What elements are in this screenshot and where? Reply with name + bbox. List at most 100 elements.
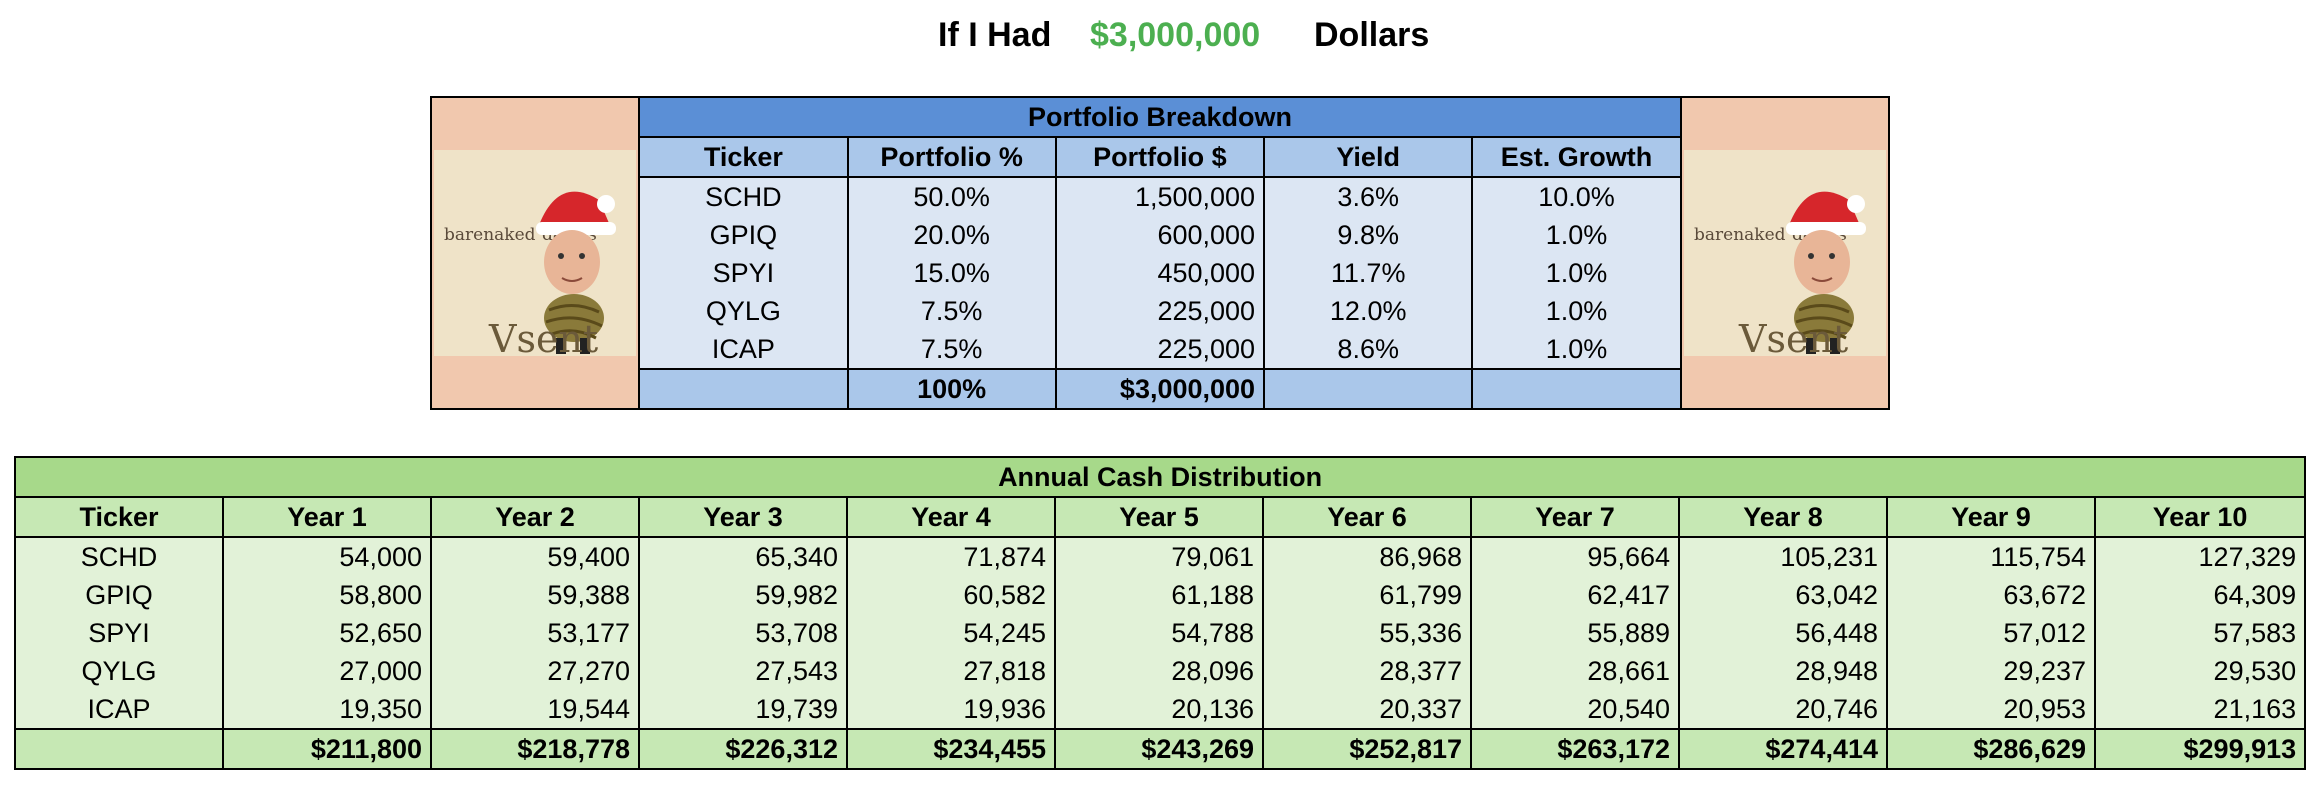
ticker-cell: QYLG (638, 292, 849, 330)
year-total: $234,455 (846, 728, 1056, 770)
portfolio-breakdown-table: barenaked davies Vsent Portfolio Breakdo… (429, 96, 1891, 410)
year-value: 57,583 (2093, 614, 2307, 652)
total-cell (638, 368, 849, 410)
amount-cell: 225,000 (1054, 292, 1266, 330)
col-header: Ticker (14, 496, 224, 538)
amount-cell: 1,500,000 (1054, 177, 1266, 216)
table-row: QYLG 27,000 27,270 27,543 27,818 28,096 … (14, 652, 2307, 690)
table-row: QYLG 7.5% 225,000 12.0% 1.0% (431, 292, 1889, 330)
totals-row: 100% $3,000,000 (431, 368, 1889, 410)
col-header: Year 5 (1054, 496, 1264, 538)
year-total: $226,312 (638, 728, 848, 770)
year-value: 27,000 (222, 652, 432, 690)
total-cell (14, 728, 224, 770)
year-value: 56,448 (1678, 614, 1888, 652)
amount-cell: 600,000 (1054, 216, 1266, 254)
year-value: 127,329 (2093, 537, 2307, 576)
table-row: SPYI 52,650 53,177 53,708 54,245 54,788 … (14, 614, 2307, 652)
svg-text:barenaked: barenaked (444, 225, 536, 245)
col-header: Est. Growth (1471, 136, 1682, 178)
growth-cell: 10.0% (1471, 177, 1682, 216)
percent-cell: 7.5% (846, 330, 1057, 369)
year-value: 28,661 (1470, 652, 1680, 690)
year-value: 55,889 (1470, 614, 1680, 652)
growth-cell: 1.0% (1471, 254, 1682, 292)
growth-cell: 1.0% (1471, 216, 1682, 254)
percent-cell: 15.0% (846, 254, 1057, 292)
ticker-cell: GPIQ (638, 216, 849, 254)
year-value: 20,540 (1470, 690, 1680, 729)
year-value: 59,400 (430, 537, 640, 576)
col-header: Portfolio $ (1054, 136, 1266, 178)
year-value: 19,936 (846, 690, 1056, 729)
yield-cell: 11.7% (1263, 254, 1474, 292)
year-total: $263,172 (1470, 728, 1680, 770)
total-percent: 100% (846, 368, 1057, 410)
year-value: 21,163 (2093, 690, 2307, 729)
col-header: Year 8 (1678, 496, 1888, 538)
page-title: If I Had $3,000,000 Dollars (0, 12, 2316, 58)
col-header: Year 1 (222, 496, 432, 538)
year-value: 20,136 (1054, 690, 1264, 729)
growth-cell: 1.0% (1471, 292, 1682, 330)
year-value: 28,096 (1054, 652, 1264, 690)
svg-text:Vsent: Vsent (488, 317, 598, 356)
total-cell (1263, 368, 1474, 410)
ticker-cell: QYLG (14, 652, 224, 690)
year-value: 95,664 (1470, 537, 1680, 576)
year-value: 27,818 (846, 652, 1056, 690)
table-row: GPIQ 58,800 59,388 59,982 60,582 61,188 … (14, 576, 2307, 614)
year-value: 57,012 (1886, 614, 2096, 652)
col-header: Year 10 (2093, 496, 2307, 538)
col-header: Year 2 (430, 496, 640, 538)
year-value: 27,270 (430, 652, 640, 690)
year-value: 55,336 (1262, 614, 1472, 652)
yield-cell: 9.8% (1263, 216, 1474, 254)
year-value: 86,968 (1262, 537, 1472, 576)
ticker-cell: ICAP (638, 330, 849, 369)
year-value: 63,672 (1886, 576, 2096, 614)
col-header: Year 4 (846, 496, 1056, 538)
album-cover-right: barenaked davies Vsent (1679, 96, 1891, 410)
svg-text:Vsent: Vsent (1738, 317, 1848, 356)
year-value: 115,754 (1886, 537, 2096, 576)
yield-cell: 3.6% (1263, 177, 1474, 216)
col-header: Year 7 (1470, 496, 1680, 538)
year-value: 19,544 (430, 690, 640, 729)
year-value: 62,417 (1470, 576, 1680, 614)
col-header: Ticker (638, 136, 849, 178)
year-total: $218,778 (430, 728, 640, 770)
percent-cell: 50.0% (846, 177, 1057, 216)
year-value: 71,874 (846, 537, 1056, 576)
year-value: 105,231 (1678, 537, 1888, 576)
title-amount: $3,000,000 (1090, 16, 1261, 54)
year-value: 20,337 (1262, 690, 1472, 729)
year-value: 19,739 (638, 690, 848, 729)
svg-text:barenaked: barenaked (1694, 225, 1786, 245)
table-row: SPYI 15.0% 450,000 11.7% 1.0% (431, 254, 1889, 292)
total-amount: $3,000,000 (1054, 368, 1266, 410)
ticker-cell: SCHD (638, 177, 849, 216)
year-value: 59,982 (638, 576, 848, 614)
col-header: Year 6 (1262, 496, 1472, 538)
year-total: $299,913 (2093, 728, 2307, 770)
year-value: 53,708 (638, 614, 848, 652)
annual-cash-distribution-table: Annual Cash Distribution Ticker Year 1 Y… (13, 456, 2307, 770)
album-cover-left: barenaked davies Vsent (429, 96, 641, 410)
table-row: SCHD 50.0% 1,500,000 3.6% 10.0% (431, 177, 1889, 216)
year-value: 54,000 (222, 537, 432, 576)
year-value: 58,800 (222, 576, 432, 614)
amount-cell: 225,000 (1054, 330, 1266, 369)
year-value: 20,746 (1678, 690, 1888, 729)
ticker-cell: SPYI (14, 614, 224, 652)
year-value: 19,350 (222, 690, 432, 729)
year-value: 79,061 (1054, 537, 1264, 576)
year-value: 29,237 (1886, 652, 2096, 690)
col-header: Year 9 (1886, 496, 2096, 538)
percent-cell: 20.0% (846, 216, 1057, 254)
year-value: 54,788 (1054, 614, 1264, 652)
yield-cell: 12.0% (1263, 292, 1474, 330)
year-total: $211,800 (222, 728, 432, 770)
year-value: 52,650 (222, 614, 432, 652)
col-header: Yield (1263, 136, 1474, 178)
